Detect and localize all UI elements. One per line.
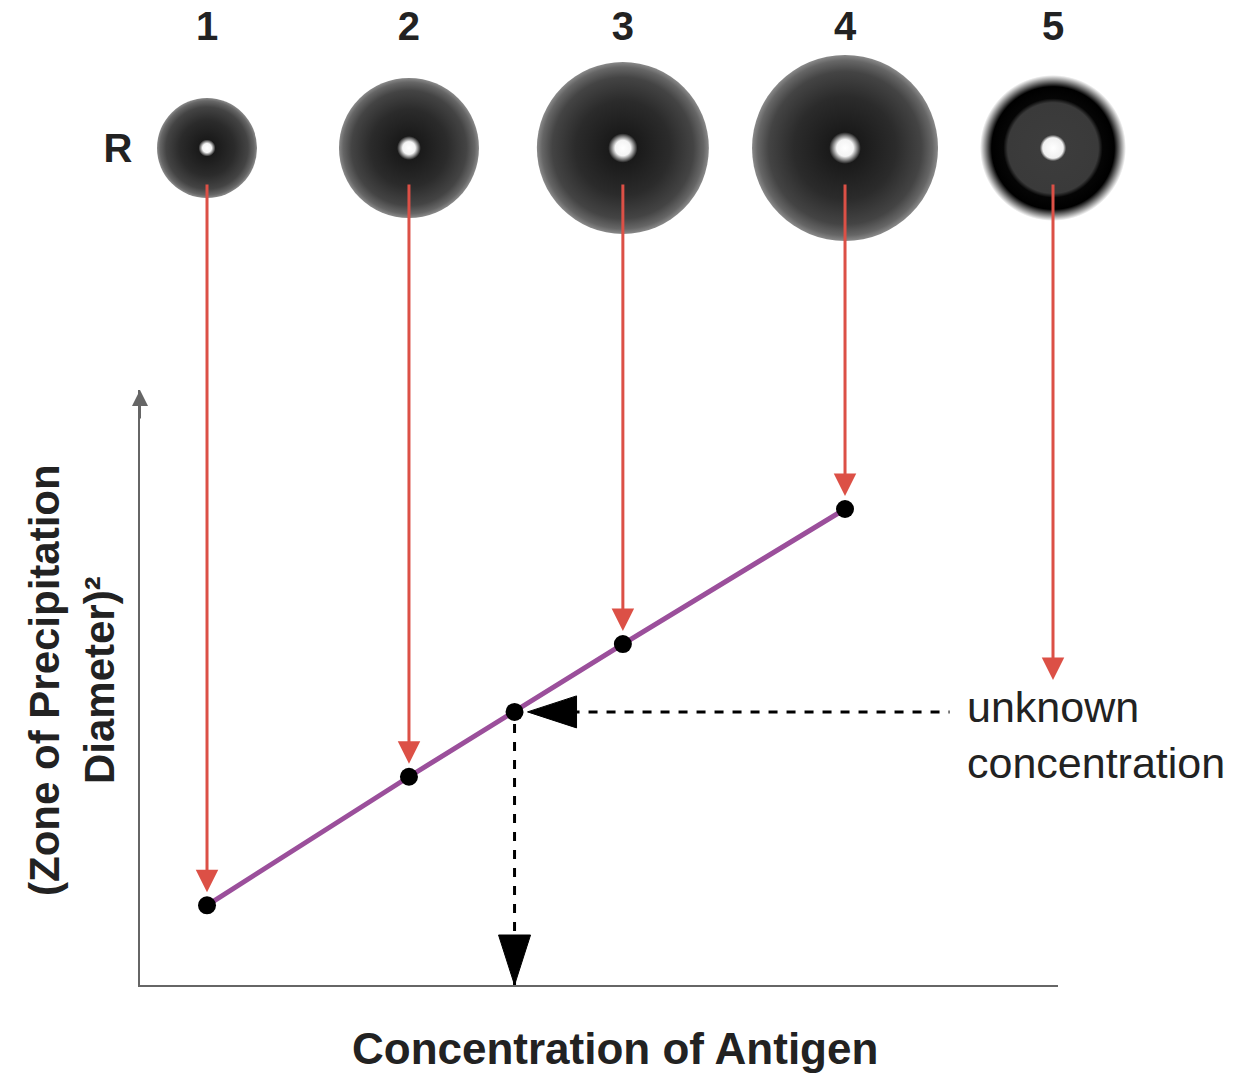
svg-text:1: 1	[196, 4, 218, 48]
svg-text:Concentration of Antigen: Concentration of Antigen	[352, 1024, 878, 1073]
svg-text:2: 2	[398, 4, 420, 48]
svg-text:5: 5	[1042, 4, 1064, 48]
svg-text:R: R	[104, 126, 133, 170]
svg-text:(Zone of PrecipitationDiameter: (Zone of PrecipitationDiameter)²	[21, 464, 123, 896]
svg-text:3: 3	[612, 4, 634, 48]
svg-text:unknownconcentration: unknownconcentration	[967, 683, 1225, 787]
svg-text:4: 4	[834, 4, 857, 48]
